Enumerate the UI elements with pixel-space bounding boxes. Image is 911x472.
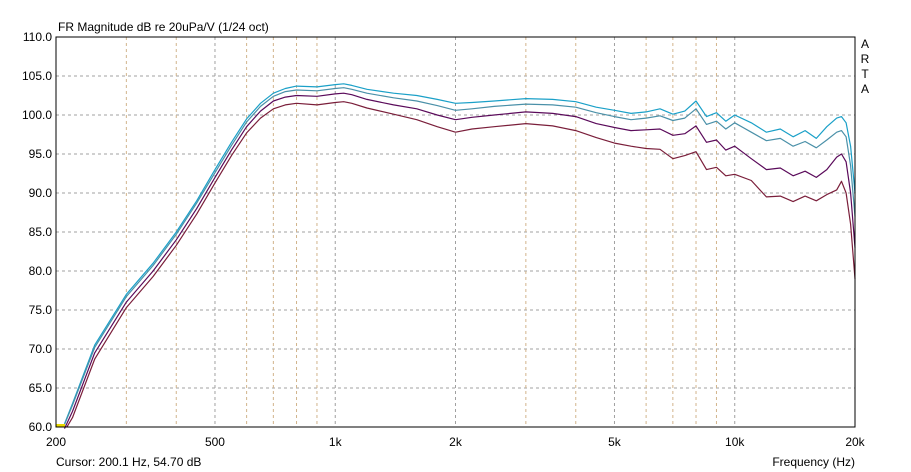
y-tick-label: 60.0 (29, 420, 53, 434)
x-axis-label: Frequency (Hz) (772, 455, 855, 469)
x-tick-label: 500 (205, 435, 225, 449)
series-line-1 (63, 83, 856, 425)
watermark-letter: T (861, 67, 869, 81)
plot-frame (55, 36, 856, 428)
y-tick-labels: 60.0 65.0 70.0 75.0 80.0 85.0 90.0 95.0 100.0 105… (22, 30, 52, 434)
series-line-2 (63, 87, 856, 425)
x-tick-label: 2k (449, 435, 463, 449)
y-tick-label: 70.0 (29, 342, 53, 356)
watermark-letter: A (861, 37, 869, 51)
grid (56, 37, 855, 427)
chart-title: FR Magnitude dB re 20uPa/V (1/24 oct) (58, 20, 269, 34)
y-tick-label: 105.0 (22, 69, 52, 83)
y-tick-label: 90.0 (29, 186, 53, 200)
watermark-letter: A (861, 82, 869, 96)
y-tick-label: 110.0 (23, 30, 52, 44)
y-tick-label: 75.0 (29, 303, 53, 317)
series-line-3 (63, 92, 856, 429)
y-tick-label: 100.0 (22, 108, 52, 122)
y-tick-label: 80.0 (29, 264, 53, 278)
series-line-4 (66, 101, 856, 428)
x-tick-labels: 200 500 1k 2k 5k 10k 20k (46, 435, 866, 449)
x-tick-label: 1k (329, 435, 343, 449)
cursor-marker (56, 424, 65, 427)
x-tick-label: 200 (46, 435, 66, 449)
x-tick-label: 5k (608, 435, 622, 449)
series-group (56, 83, 856, 429)
watermark-letter: R (861, 52, 870, 66)
x-tick-label: 10k (725, 435, 745, 449)
y-tick-label: 85.0 (29, 225, 53, 239)
y-tick-label: 95.0 (29, 147, 53, 161)
y-tick-label: 65.0 (29, 381, 53, 395)
x-tick-label: 20k (845, 435, 865, 449)
cursor-readout: Cursor: 200.1 Hz, 54.70 dB (56, 455, 201, 469)
